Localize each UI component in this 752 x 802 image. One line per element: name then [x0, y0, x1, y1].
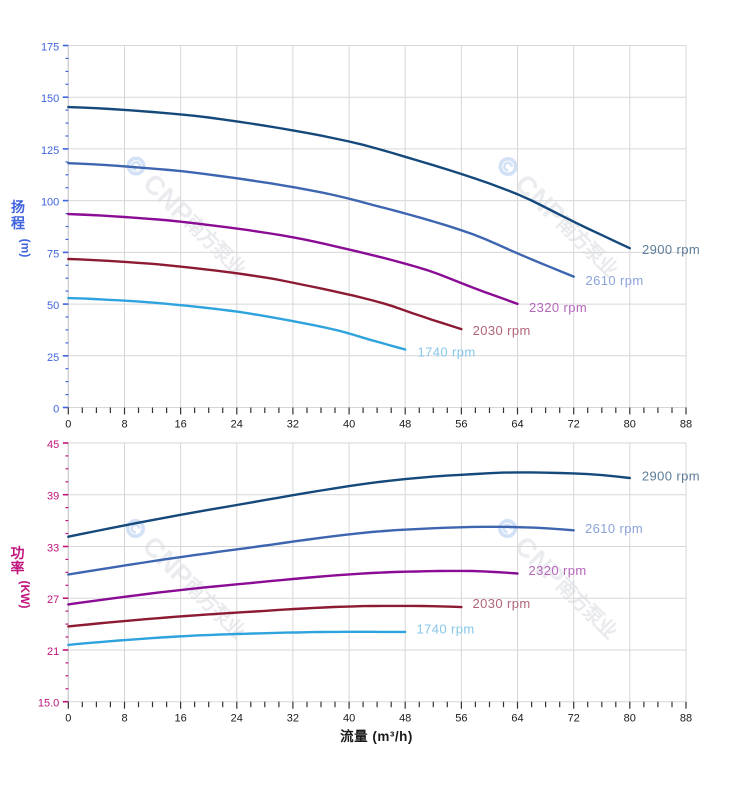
- svg-text:175: 175: [41, 42, 59, 54]
- svg-text:程: 程: [11, 215, 25, 231]
- svg-text:50: 50: [47, 300, 59, 312]
- svg-text:扬: 扬: [11, 199, 25, 215]
- svg-text:56: 56: [455, 713, 467, 725]
- svg-text:0: 0: [65, 419, 71, 431]
- svg-text:0: 0: [65, 713, 71, 725]
- svg-text:(KW): (KW): [18, 581, 32, 609]
- svg-text:21: 21: [47, 646, 59, 658]
- svg-text:48: 48: [399, 713, 411, 725]
- svg-text:2320 rpm: 2320 rpm: [529, 300, 587, 315]
- svg-text:2610 rpm: 2610 rpm: [585, 521, 643, 536]
- svg-text:32: 32: [287, 419, 299, 431]
- svg-text:功: 功: [11, 545, 25, 561]
- svg-text:2610 rpm: 2610 rpm: [586, 273, 644, 288]
- svg-text:1740 rpm: 1740 rpm: [417, 622, 475, 637]
- svg-text:25: 25: [47, 352, 59, 364]
- svg-text:72: 72: [568, 419, 580, 431]
- svg-text:15.0: 15.0: [38, 698, 59, 710]
- svg-text:150: 150: [41, 93, 59, 105]
- svg-text:100: 100: [41, 197, 59, 209]
- svg-text:16: 16: [174, 713, 186, 725]
- svg-text:2900 rpm: 2900 rpm: [642, 469, 700, 484]
- svg-text:8: 8: [121, 713, 127, 725]
- svg-text:40: 40: [343, 713, 355, 725]
- svg-text:(m): (m): [19, 239, 33, 258]
- svg-text:27: 27: [47, 594, 59, 606]
- svg-text:1740 rpm: 1740 rpm: [418, 345, 476, 360]
- svg-text:24: 24: [231, 713, 243, 725]
- svg-text:40: 40: [343, 419, 355, 431]
- svg-text:80: 80: [624, 713, 636, 725]
- svg-text:2320 rpm: 2320 rpm: [529, 563, 587, 578]
- svg-text:24: 24: [231, 419, 243, 431]
- svg-text:16: 16: [174, 419, 186, 431]
- svg-text:56: 56: [455, 419, 467, 431]
- svg-text:48: 48: [399, 419, 411, 431]
- svg-text:流量 (m³/h): 流量 (m³/h): [340, 728, 413, 744]
- svg-text:39: 39: [47, 491, 59, 503]
- svg-text:125: 125: [41, 145, 59, 157]
- svg-text:88: 88: [680, 419, 692, 431]
- svg-text:72: 72: [568, 713, 580, 725]
- svg-text:2030 rpm: 2030 rpm: [473, 323, 531, 338]
- svg-text:33: 33: [47, 543, 59, 555]
- svg-text:32: 32: [287, 713, 299, 725]
- svg-text:0: 0: [53, 404, 59, 416]
- svg-text:率: 率: [11, 560, 25, 576]
- svg-text:8: 8: [121, 419, 127, 431]
- svg-text:2900 rpm: 2900 rpm: [642, 242, 700, 257]
- svg-text:64: 64: [511, 713, 523, 725]
- svg-text:88: 88: [680, 713, 692, 725]
- svg-text:2030 rpm: 2030 rpm: [473, 596, 531, 611]
- svg-text:80: 80: [624, 419, 636, 431]
- svg-text:75: 75: [47, 248, 59, 260]
- svg-text:64: 64: [511, 419, 523, 431]
- svg-text:45: 45: [47, 439, 59, 451]
